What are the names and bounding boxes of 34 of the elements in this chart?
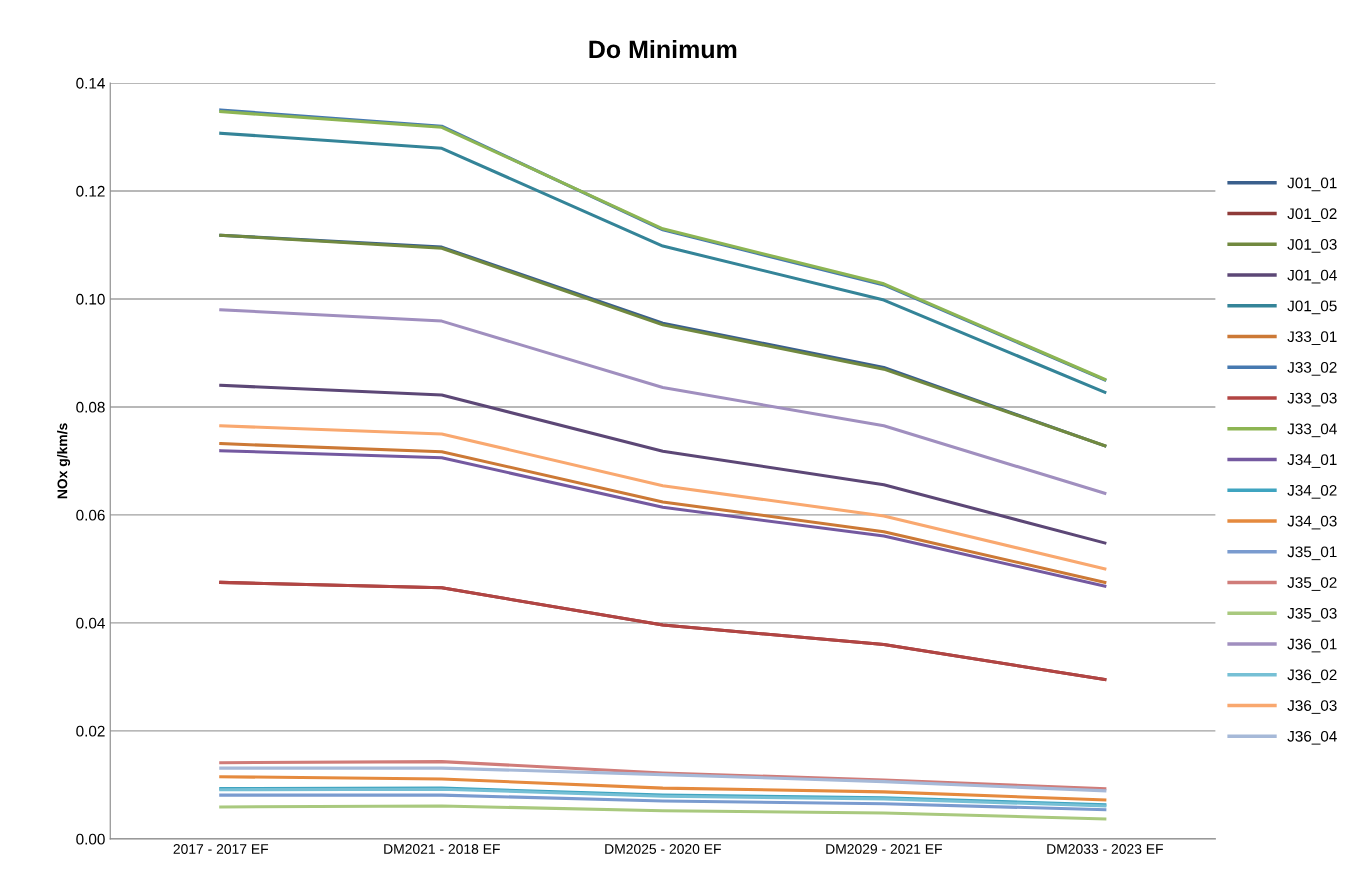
legend-label: J34_01 [1287,454,1337,468]
legend-label: J33_04 [1287,423,1337,438]
legend-label: J36_03 [1287,700,1337,714]
y-tick-label: 0.08 [76,401,105,413]
legend-label: J34_03 [1287,515,1337,530]
legend-label: J36_01 [1287,638,1337,653]
legend-label: J35_02 [1287,577,1337,591]
x-tick-label: DM2033 - 2023 EF [1047,844,1163,854]
legend-label: J35_01 [1287,546,1337,561]
legend-label: J36_04 [1287,730,1337,745]
x-tick-label: 2017 - 2017 EF [173,844,269,854]
legend-label: J01_01 [1287,177,1337,192]
y-tick-label: 0.02 [76,725,105,737]
y-tick-label: 0.00 [76,833,105,845]
chart-title: Do Minimum [589,39,737,59]
y-tick-label: 0.10 [76,293,105,305]
x-tick-label: DM2029 - 2021 EF [826,844,942,854]
legend-label: J01_03 [1287,239,1337,253]
y-tick-label: 0.12 [76,185,105,197]
legend-label: J35_03 [1287,607,1337,622]
legend-label: J01_05 [1287,300,1337,315]
legend-label: J33_01 [1287,331,1337,345]
y-axis-title: NOx g/km/s [57,423,71,499]
x-tick-label: DM2025 - 2020 EF [605,844,721,854]
legend-label: J01_02 [1287,208,1337,222]
legend-label: J33_02 [1287,361,1337,376]
y-tick-label: 0.06 [76,509,105,521]
legend-label: J34_02 [1287,484,1337,499]
y-tick-label: 0.14 [76,77,105,89]
legend-label: J33_03 [1287,392,1337,407]
legend-label: J36_02 [1287,669,1337,684]
x-tick-label: DM2021 - 2018 EF [384,844,500,854]
y-tick-label: 0.04 [76,617,105,629]
legend-label: J01_04 [1287,269,1337,284]
